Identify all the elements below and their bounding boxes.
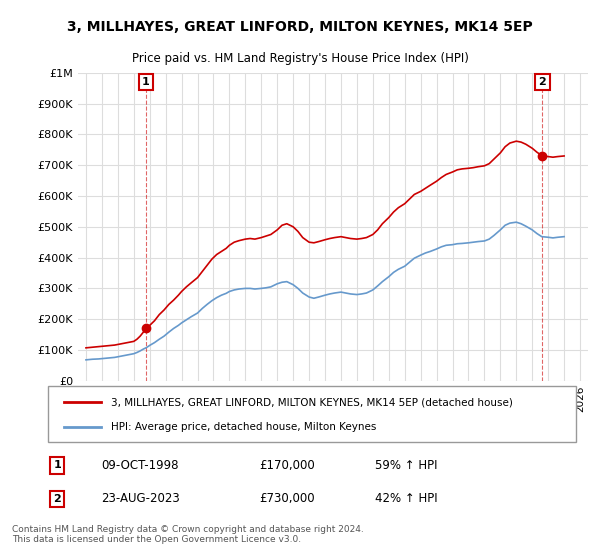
Text: 2: 2 <box>53 494 61 504</box>
Text: 2: 2 <box>539 77 546 87</box>
Text: Contains HM Land Registry data © Crown copyright and database right 2024.
This d: Contains HM Land Registry data © Crown c… <box>12 525 364 544</box>
Text: 09-OCT-1998: 09-OCT-1998 <box>101 459 178 472</box>
FancyBboxPatch shape <box>48 386 576 442</box>
Text: HPI: Average price, detached house, Milton Keynes: HPI: Average price, detached house, Milt… <box>112 422 377 432</box>
Text: 23-AUG-2023: 23-AUG-2023 <box>101 492 179 506</box>
Text: 3, MILLHAYES, GREAT LINFORD, MILTON KEYNES, MK14 5EP: 3, MILLHAYES, GREAT LINFORD, MILTON KEYN… <box>67 20 533 34</box>
Text: £730,000: £730,000 <box>259 492 315 506</box>
Text: Price paid vs. HM Land Registry's House Price Index (HPI): Price paid vs. HM Land Registry's House … <box>131 53 469 66</box>
Text: £170,000: £170,000 <box>259 459 315 472</box>
Text: 42% ↑ HPI: 42% ↑ HPI <box>376 492 438 506</box>
Text: 1: 1 <box>142 77 150 87</box>
Text: 3, MILLHAYES, GREAT LINFORD, MILTON KEYNES, MK14 5EP (detached house): 3, MILLHAYES, GREAT LINFORD, MILTON KEYN… <box>112 397 513 407</box>
Text: 59% ↑ HPI: 59% ↑ HPI <box>376 459 438 472</box>
Text: 1: 1 <box>53 460 61 470</box>
